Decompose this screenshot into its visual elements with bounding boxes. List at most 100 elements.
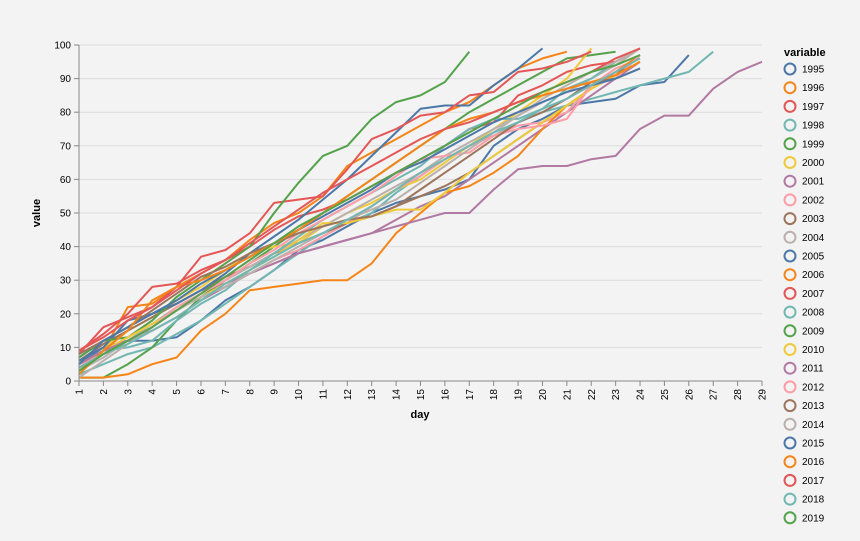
legend-symbol-1997 <box>783 99 797 113</box>
x-tick-label: 26 <box>684 389 695 401</box>
legend-label-2010: 2010 <box>802 345 825 356</box>
legend-symbol-1999 <box>783 137 797 151</box>
x-tick-label: 17 <box>465 389 476 401</box>
x-tick-label: 7 <box>221 389 232 395</box>
x-tick-label: 19 <box>514 389 525 401</box>
legend-symbol-2013 <box>783 399 797 413</box>
x-tick-label: 24 <box>636 389 647 401</box>
legend-label-2013: 2013 <box>802 401 825 412</box>
series-line-2016 <box>78 60 641 376</box>
legend-symbol-2001 <box>783 174 797 188</box>
x-tick-label: 5 <box>172 389 183 395</box>
legend-symbol-1995 <box>783 62 797 76</box>
legend-label-2003: 2003 <box>802 214 825 225</box>
x-tick-label: 25 <box>660 389 671 401</box>
y-tick-label: 30 <box>60 276 72 287</box>
legend-label-2014: 2014 <box>802 420 825 431</box>
legend-symbol-2017 <box>783 473 797 487</box>
legend-label-2012: 2012 <box>802 382 825 393</box>
x-tick-label: 16 <box>440 389 451 401</box>
x-tick-label: 28 <box>733 389 744 401</box>
legend-symbol-2011 <box>783 361 797 375</box>
legend-symbol-2009 <box>783 324 797 338</box>
legend-symbol-2000 <box>783 156 797 169</box>
x-axis-title: day <box>411 409 431 421</box>
legend-label-1999: 1999 <box>802 139 825 150</box>
x-tick-label: 11 <box>318 389 329 400</box>
legend-label-2005: 2005 <box>802 252 825 263</box>
x-tick-label: 1 <box>75 389 86 395</box>
x-tick-label: 14 <box>392 389 403 401</box>
y-tick-label: 60 <box>60 175 72 186</box>
legend-symbol-2006 <box>783 268 797 282</box>
legend-symbol-2014 <box>783 417 797 431</box>
x-tick-label: 20 <box>538 389 549 401</box>
legend-label-2008: 2008 <box>802 308 825 319</box>
x-tick-label: 23 <box>611 389 622 401</box>
legend-symbol-2007 <box>783 286 797 300</box>
series-line-2012 <box>78 54 641 369</box>
legend-label-2000: 2000 <box>802 158 825 169</box>
series-line-1998 <box>78 50 714 376</box>
series-line-2015 <box>78 67 641 365</box>
x-tick-label: 13 <box>367 389 378 401</box>
legend-symbol-2004 <box>783 230 797 244</box>
y-axis-title: value <box>31 199 43 227</box>
legend-label-1998: 1998 <box>802 121 825 132</box>
y-tick-label: 50 <box>60 209 72 220</box>
legend-title: variable <box>784 47 826 59</box>
legend-label-1996: 1996 <box>802 83 825 94</box>
series-line-2019 <box>78 54 641 372</box>
x-tick-label: 3 <box>123 389 134 395</box>
series-line-2018 <box>78 57 641 369</box>
legend-symbol-1996 <box>783 81 797 95</box>
y-tick-label: 80 <box>60 108 72 119</box>
legend-symbol-2010 <box>783 343 797 356</box>
x-tick-label: 6 <box>196 389 207 395</box>
x-tick-label: 27 <box>709 389 720 401</box>
legend-label-2018: 2018 <box>802 495 825 506</box>
y-tick-label: 100 <box>54 41 71 52</box>
y-tick-label: 90 <box>60 74 72 85</box>
y-tick-label: 0 <box>65 377 71 388</box>
legend-label-2011: 2011 <box>802 364 824 375</box>
x-tick-label: 29 <box>758 389 769 401</box>
series-line-1995 <box>78 54 690 366</box>
x-tick-label: 22 <box>587 389 598 401</box>
legend-symbol-2005 <box>783 249 797 263</box>
x-tick-label: 10 <box>294 389 305 401</box>
legend-label-1995: 1995 <box>802 65 825 76</box>
x-tick-label: 9 <box>270 389 281 395</box>
legend-symbol-2002 <box>783 193 797 207</box>
x-tick-label: 8 <box>245 389 256 395</box>
legend-label-2001: 2001 <box>802 177 825 188</box>
series-line-2009 <box>78 51 471 359</box>
y-tick-label: 20 <box>60 309 72 320</box>
legend-label-2015: 2015 <box>802 439 825 450</box>
legend-symbol-2012 <box>783 380 797 394</box>
x-tick-label: 4 <box>148 389 159 395</box>
legend-label-2017: 2017 <box>802 476 825 487</box>
y-tick-label: 70 <box>60 141 72 152</box>
legend: variable 1995 1996 1997 1998 1999 2000 2001 200… <box>783 47 826 525</box>
legend-label-2004: 2004 <box>802 233 825 244</box>
legend-label-2016: 2016 <box>802 457 825 468</box>
x-tick-label: 12 <box>343 389 354 401</box>
legend-symbol-2008 <box>783 305 797 319</box>
legend-symbol-2015 <box>783 436 797 450</box>
y-tick-label: 40 <box>60 242 72 253</box>
legend-label-2009: 2009 <box>802 326 825 337</box>
legend-symbol-2003 <box>783 212 797 226</box>
legend-symbol-2016 <box>783 455 797 469</box>
x-tick-label: 18 <box>489 389 500 401</box>
legend-label-1997: 1997 <box>802 102 825 113</box>
legend-symbol-2018 <box>783 492 797 506</box>
y-tick-label: 10 <box>60 343 72 354</box>
series-line-2013 <box>78 67 641 355</box>
legend-label-2006: 2006 <box>802 270 825 281</box>
legend-symbol-2019 <box>783 511 797 525</box>
x-tick-label: 2 <box>99 389 110 395</box>
x-tick-label: 15 <box>416 389 427 401</box>
